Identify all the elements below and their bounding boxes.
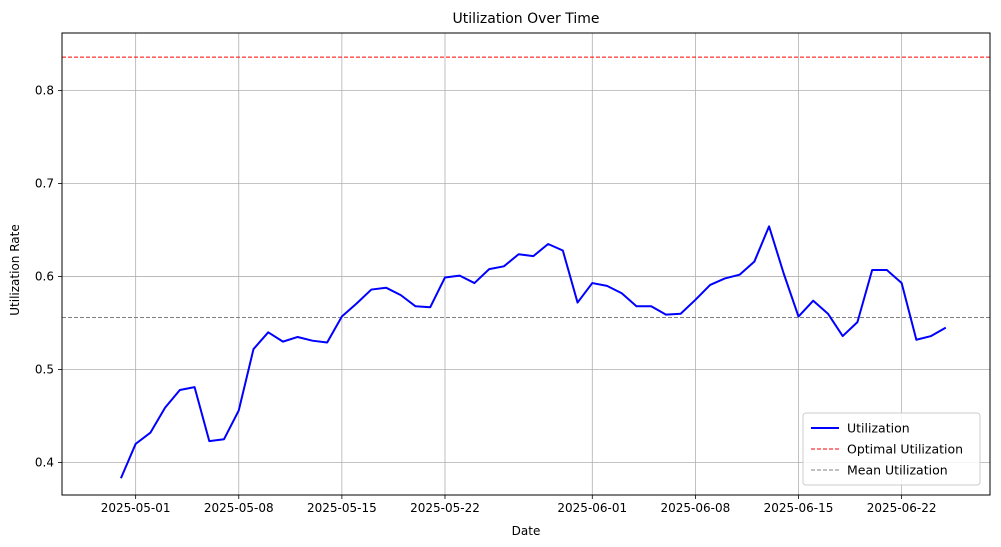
legend-box [802, 412, 981, 486]
y-tick-label: 0.7 [35, 177, 54, 191]
y-tick-label: 0.5 [35, 363, 54, 377]
series-line-utilization [120, 225, 947, 479]
legend-label: Mean Utilization [847, 463, 948, 478]
plot-frame [61, 32, 991, 496]
x-tick-label: 2025-05-08 [204, 501, 274, 515]
axis-ticks: 2025-05-01 2025-05-08 2025-05-15 2025-05-22… [35, 84, 937, 515]
series-layer [120, 225, 947, 479]
y-tick-label: 0.4 [35, 455, 54, 469]
x-tick-label: 2025-05-22 [410, 501, 480, 515]
x-tick-label: 2025-06-15 [764, 501, 834, 515]
y-tick-label: 0.6 [35, 270, 54, 284]
x-tick-label: 2025-06-22 [867, 501, 937, 515]
legend-label: Optimal Utilization [847, 442, 963, 457]
legend: Utilization Optimal Utilization Mean Utili… [802, 412, 981, 486]
reference-lines [62, 56, 990, 318]
y-tick-label: 0.8 [35, 84, 54, 98]
x-tick-label: 2025-05-01 [101, 501, 171, 515]
x-tick-label: 2025-06-01 [557, 501, 627, 515]
legend-label: Utilization [847, 421, 910, 436]
y-axis-label: Utilization Rate [8, 224, 22, 315]
x-axis-label: Date [512, 524, 541, 538]
x-tick-label: 2025-05-15 [307, 501, 377, 515]
x-tick-label: 2025-06-08 [661, 501, 731, 515]
grid [62, 33, 990, 495]
chart-title: Utilization Over Time [453, 11, 600, 27]
